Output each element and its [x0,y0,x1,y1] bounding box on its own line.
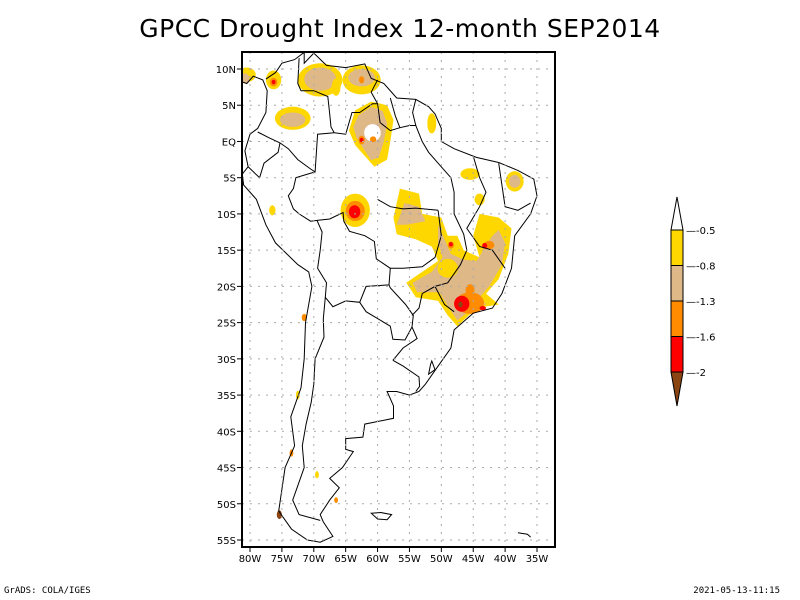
y-tick-label: 40S [217,427,236,438]
y-tick-label: 10S [217,210,236,221]
drought-region-orange [334,497,338,503]
border-peru-brazil [288,172,317,221]
x-tick-label: 35W [526,554,549,565]
y-tick-label: 55S [217,536,236,547]
drought-map: 80W 75W 70W 65W 60W 55W 50W 45W 40W 35W 10N 5N EQ 5S… [0,0,800,600]
border-peru-ecuador [248,143,280,178]
legend-level-label: —-1.3 [686,297,716,308]
legend-level-label: —-0.5 [686,226,716,237]
south-georgia [518,533,531,537]
legend-swatch [671,266,683,302]
falkland-islands [371,513,391,520]
drought-region-red [449,242,453,246]
border-uruguay [393,360,420,391]
border-suriname [400,99,416,127]
drought-region-yellow [315,471,319,478]
x-tick-label: 45W [462,554,485,565]
y-tick-label: 30S [217,355,236,366]
drought-region-yellow [460,168,479,180]
timestamp: 2021-05-13-11:15 [693,586,780,596]
border-colombia-south [258,132,335,172]
y-tick-label: 20S [217,282,236,293]
border-argentina-chile [293,297,326,520]
y-axis: 10N 5N EQ 5S 10S 15S 20S 25S 30S 35S 40S 45S 50S 55S [216,65,242,547]
y-tick-label: 45S [217,464,236,475]
drought-region-white [438,259,458,278]
x-tick-label: 40W [494,554,517,565]
drought-region-brown [272,80,276,84]
x-tick-label: 75W [271,554,294,565]
legend-level-label: —-0.8 [686,262,716,273]
drought-region-red [349,205,360,218]
drought-region-brown [458,302,462,308]
x-tick-label: 65W [334,554,357,565]
legend-swatch [671,337,683,373]
legend-arrow-top [671,197,683,230]
x-tick-label: 50W [430,554,453,565]
legend-level-label: —-2 [686,368,706,379]
y-tick-label: 10N [216,65,236,76]
y-tick-label: 35S [217,391,236,402]
drought-region-tan [280,112,306,126]
x-tick-label: 60W [366,554,389,565]
y-tick-label: EQ [222,137,236,148]
drought-region-yellow [427,113,436,133]
border-argentina-brazil [393,327,417,360]
y-tick-label: 15S [217,246,236,257]
drought-region-tan [509,175,520,188]
drought-region-orange [359,76,364,83]
drought-region-tan [304,68,336,91]
border-paraguay [360,285,414,340]
x-tick-label: 55W [398,554,421,565]
x-tick-label: 70W [302,554,325,565]
grads-credit: GrADS: COLA/IGES [4,586,91,596]
legend-level-label: —-1.6 [686,333,716,344]
drought-region-yellow [332,78,341,95]
x-axis: 80W 75W 70W 65W 60W 55W 50W 45W 40W 35W [239,547,549,565]
legend-arrow-bottom [671,372,683,406]
legend-swatch [671,301,683,337]
y-tick-label: 5S [223,174,236,185]
drought-fills [238,63,524,519]
x-tick-label: 80W [239,554,262,565]
legend-swatch [671,230,683,266]
y-tick-label: 5N [222,101,236,112]
y-tick-label: 50S [217,500,236,511]
colorbar-legend: —-0.5 —-0.8 —-1.3 —-1.6 —-2 [671,197,716,406]
y-tick-label: 25S [217,319,236,330]
